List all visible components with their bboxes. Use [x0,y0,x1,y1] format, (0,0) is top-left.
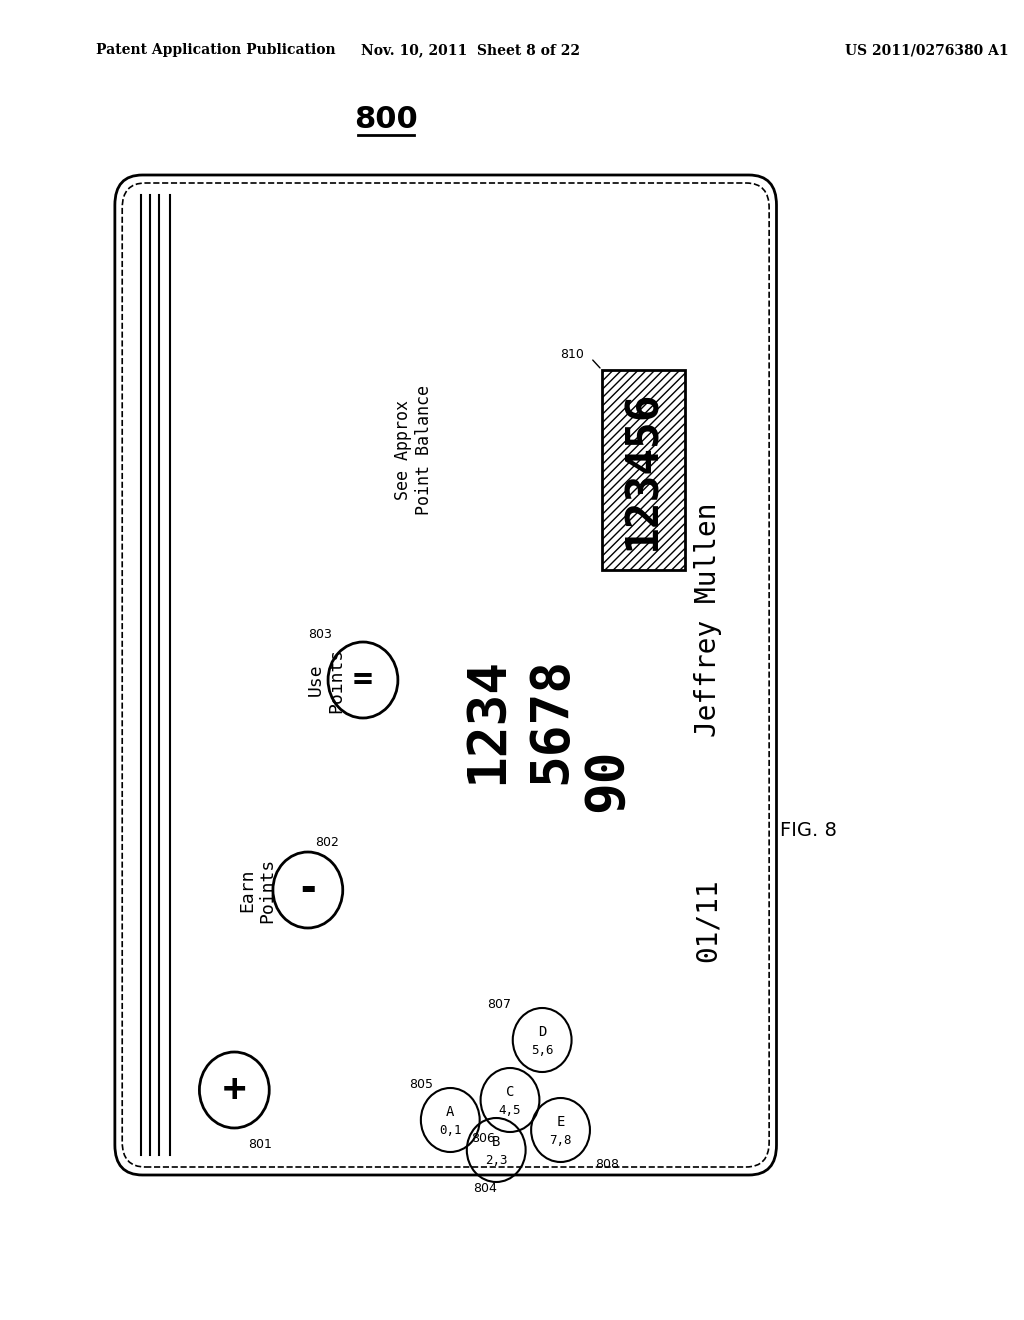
Text: E: E [556,1115,564,1129]
Text: Use
Points: Use Points [307,647,346,713]
Text: 803: 803 [308,628,332,642]
Text: 807: 807 [487,998,511,1011]
Text: Earn
Points: Earn Points [238,858,276,923]
Text: US 2011/0276380 A1: US 2011/0276380 A1 [846,44,1009,57]
Text: D: D [538,1026,547,1039]
Text: 800: 800 [354,106,418,135]
Text: 90: 90 [581,748,633,812]
Text: 1234: 1234 [461,656,513,784]
Bar [602,370,685,570]
Text: 0,1: 0,1 [439,1123,462,1137]
Text: 2,3: 2,3 [485,1154,508,1167]
Text: 123456: 123456 [622,389,665,550]
Text: 4,5: 4,5 [499,1104,521,1117]
Text: C: C [506,1085,514,1100]
Text: 802: 802 [315,836,339,849]
Text: 5,6: 5,6 [530,1044,553,1056]
Text: FIG. 8: FIG. 8 [780,821,837,840]
Text: 808: 808 [596,1159,620,1172]
Text: 804: 804 [473,1181,497,1195]
FancyBboxPatch shape [115,176,776,1175]
Text: 01/11: 01/11 [693,878,722,962]
Text: A: A [446,1105,455,1119]
Text: Nov. 10, 2011  Sheet 8 of 22: Nov. 10, 2011 Sheet 8 of 22 [361,44,580,57]
Text: 810: 810 [560,348,584,362]
Text: 805: 805 [409,1078,433,1092]
Text: -: - [296,871,319,909]
Text: +: + [222,1071,246,1109]
Text: Jeffrey Mullen: Jeffrey Mullen [693,503,722,738]
Text: B: B [492,1135,501,1148]
Text: =: = [353,664,373,697]
Text: Patent Application Publication: Patent Application Publication [96,44,336,57]
Text: 806: 806 [471,1131,496,1144]
Text: 5678: 5678 [525,656,578,784]
Text: 7,8: 7,8 [549,1134,571,1147]
Text: 801: 801 [248,1138,272,1151]
Text: See Approx
Point Balance: See Approx Point Balance [394,385,433,515]
